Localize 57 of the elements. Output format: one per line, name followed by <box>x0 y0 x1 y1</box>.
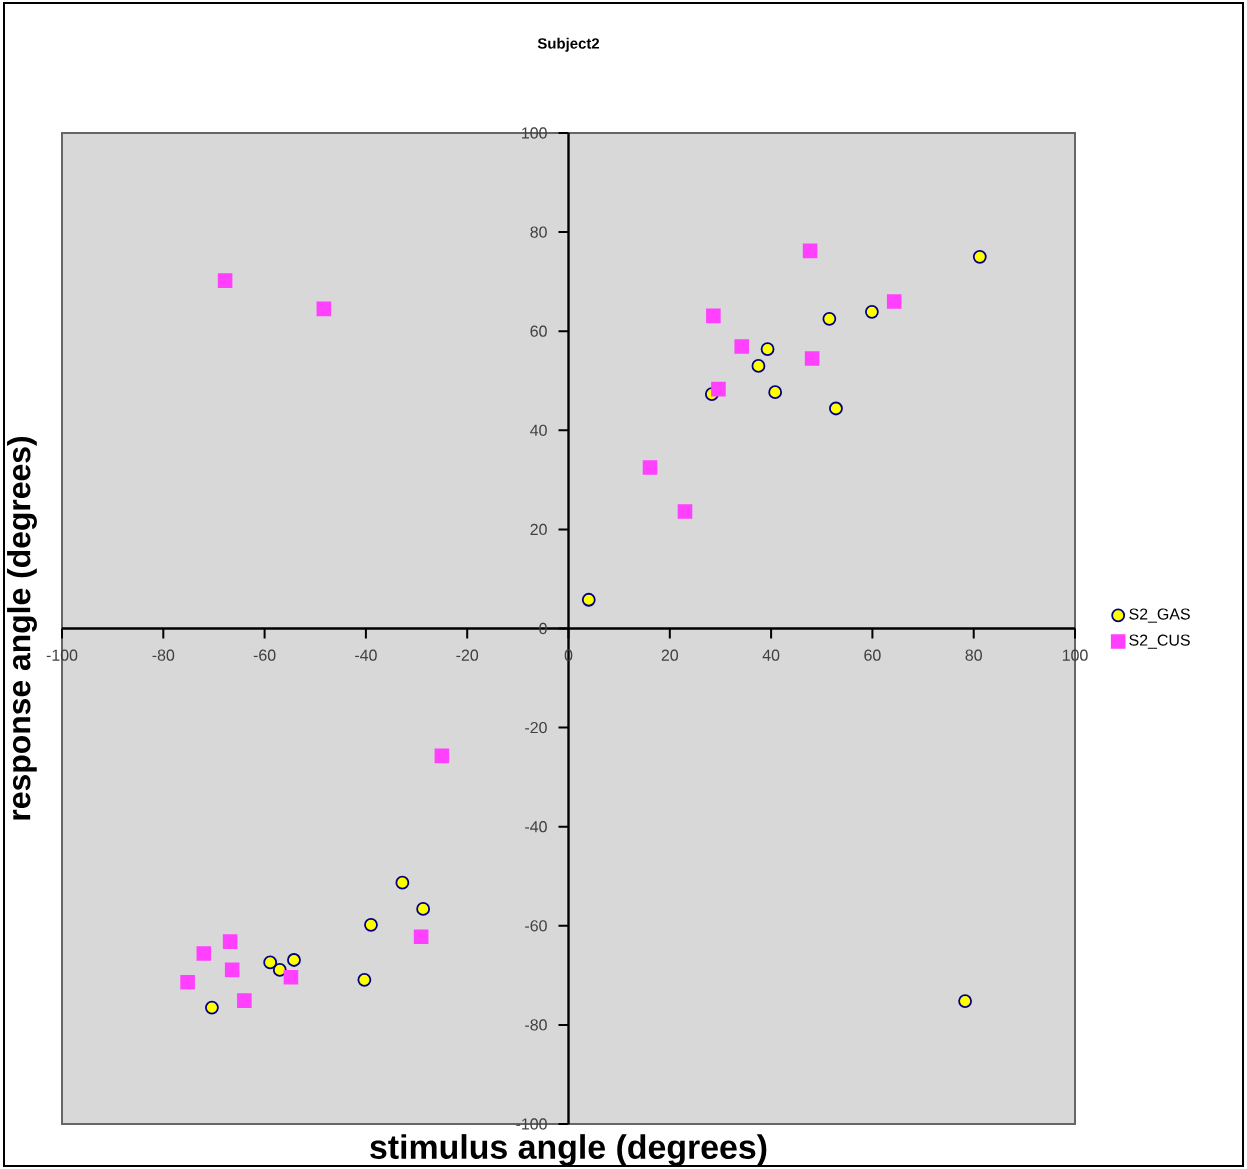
x-tick-label: 60 <box>864 649 881 661</box>
point <box>283 970 299 985</box>
point <box>263 955 278 970</box>
point <box>751 358 766 373</box>
point <box>395 875 410 890</box>
point <box>416 902 431 916</box>
y-axis-title: response angle (degrees) <box>7 437 37 820</box>
y-tick-label: -60 <box>525 920 547 932</box>
point <box>804 351 820 366</box>
point <box>205 1000 219 1015</box>
y-tick-label: -80 <box>525 1019 547 1031</box>
x-tick-label: -80 <box>152 649 175 661</box>
point <box>760 342 775 356</box>
y-tick-label: 40 <box>530 424 547 436</box>
point <box>768 385 783 400</box>
point <box>711 381 726 397</box>
point <box>237 993 252 1008</box>
point <box>972 249 987 264</box>
legend-label: S2_CUS <box>1129 634 1190 649</box>
point <box>829 401 843 416</box>
chart-title: Subject2 <box>537 37 600 52</box>
y-tick-label: 0 <box>539 622 547 635</box>
point <box>734 339 750 354</box>
legend-label: S2_GAS <box>1129 608 1190 623</box>
x-axis-title: stimulus angle (degrees) <box>370 1134 767 1166</box>
y-tick-label: -40 <box>525 821 547 833</box>
point <box>180 974 195 990</box>
x-tick-label: -20 <box>456 649 479 661</box>
point <box>316 301 332 317</box>
x-tick-label: 20 <box>661 649 679 661</box>
y-tick-label: -20 <box>525 721 547 734</box>
y-tick-label: 60 <box>530 325 547 337</box>
point <box>958 994 972 1009</box>
point <box>287 953 301 967</box>
y-tick-label: 20 <box>530 523 547 536</box>
point <box>217 273 233 288</box>
point <box>434 748 450 764</box>
x-tick-label: 80 <box>965 649 982 661</box>
y-tick-label: 80 <box>530 226 547 238</box>
point <box>865 304 879 319</box>
point <box>642 460 658 475</box>
point <box>886 294 902 309</box>
point <box>581 592 596 607</box>
point <box>413 929 429 944</box>
point <box>677 504 693 519</box>
point <box>364 917 378 932</box>
point <box>272 963 287 977</box>
point <box>802 243 818 259</box>
x-tick-label: -60 <box>253 649 276 661</box>
point <box>357 972 372 987</box>
x-tick-label: 40 <box>762 649 780 661</box>
point <box>822 311 837 326</box>
point <box>196 946 212 961</box>
x-tick-label: -40 <box>355 649 377 661</box>
point <box>222 934 238 949</box>
point <box>706 308 721 324</box>
point <box>224 962 240 978</box>
